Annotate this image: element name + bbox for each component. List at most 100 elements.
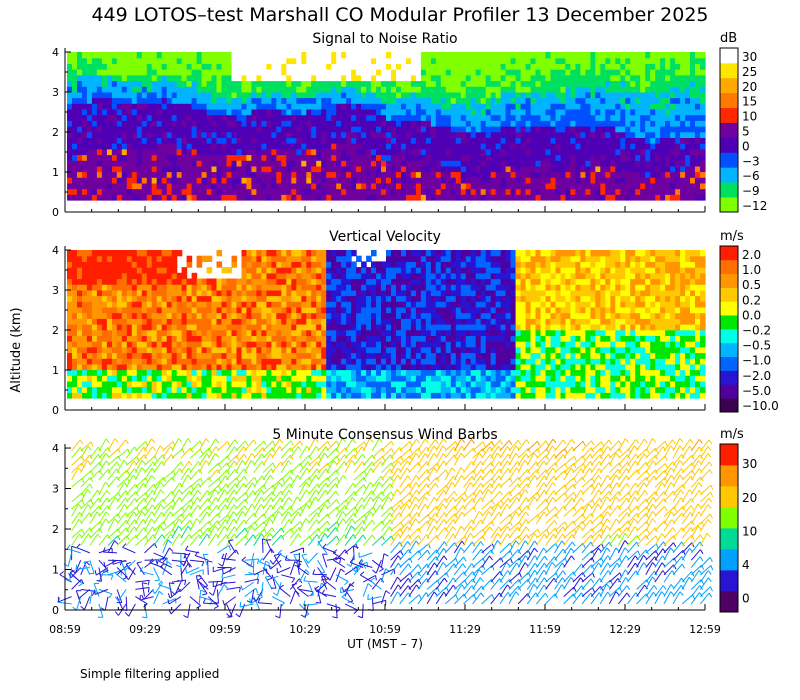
heatmap-cell [206,278,213,285]
heatmap-cell [685,148,691,156]
heatmap-cell [670,143,676,150]
heatmap-cell [700,103,706,110]
heatmap-cell [96,289,103,297]
heatmap-cell [296,363,302,371]
heatmap-cell [96,103,103,110]
heatmap-cell [670,91,676,99]
heatmap-cell [440,114,447,121]
heatmap-cell [231,97,238,104]
heatmap-cell [116,63,123,70]
heatmap-cell [106,369,113,376]
heatmap-cell [82,97,88,104]
heatmap-cell [515,80,522,87]
heatmap-cell [146,91,153,99]
heatmap-cell [371,57,377,64]
heatmap-cell [266,57,272,64]
heatmap-cell [266,194,272,201]
heatmap-cell [535,171,542,178]
heatmap-cell [356,352,362,359]
heatmap-cell [475,91,482,99]
heatmap-cell [291,177,297,184]
heatmap-cell [67,188,73,195]
heatmap-cell [331,171,337,178]
heatmap-cell [72,69,78,76]
heatmap-cell [216,358,223,365]
heatmap-cell [96,91,103,99]
heatmap-cell [455,148,462,156]
heatmap-cell [271,261,277,268]
heatmap-cell [256,386,262,393]
heatmap-cell [415,74,422,82]
heatmap-cell [480,182,487,190]
heatmap-cell [231,386,238,393]
heatmap-cell [410,63,417,70]
heatmap-cell [346,278,352,285]
heatmap-cell [91,261,98,268]
heatmap-cell [191,341,198,348]
heatmap-cell [246,312,252,319]
heatmap-cell [301,177,307,184]
heatmap-cell [530,69,537,76]
heatmap-cell [146,289,153,297]
heatmap-cell [650,103,656,110]
heatmap-cell [136,52,143,59]
heatmap-cell [695,182,701,190]
heatmap-cell [600,120,606,127]
heatmap-cell [77,108,83,116]
heatmap-cell [246,194,252,201]
heatmap-cell [266,358,272,365]
heatmap-cell [625,69,631,76]
heatmap-cell [77,329,83,336]
heatmap-cell [535,108,542,116]
heatmap-cell [311,154,317,161]
heatmap-cell [535,80,542,87]
heatmap-cell [555,80,562,87]
heatmap-cell [475,108,482,116]
heatmap-cell [131,63,138,70]
heatmap-cell [645,177,651,184]
heatmap-cell [430,148,437,156]
heatmap-cell [136,188,143,195]
heatmap-cell [136,329,143,336]
heatmap-cell [211,284,218,291]
heatmap-cell [201,160,208,167]
heatmap-cell [141,301,148,308]
heatmap-cell [156,114,163,121]
heatmap-cell [470,57,477,64]
heatmap-cell [106,386,113,393]
heatmap-cell [665,182,671,190]
heatmap-cell [306,261,312,268]
heatmap-cell [156,335,163,342]
heatmap-cell [246,86,252,93]
heatmap-cell [515,74,522,82]
heatmap-cell [161,250,168,257]
heatmap-cell [236,52,243,59]
heatmap-cell [211,335,218,342]
heatmap-cell [161,295,168,302]
heatmap-cell [156,267,163,274]
heatmap-cell [186,57,193,64]
heatmap-cell [465,91,472,99]
heatmap-cell [286,255,292,262]
heatmap-cell [166,108,173,116]
heatmap-cell [77,346,83,354]
heatmap-cell [91,312,98,319]
heatmap-cell [141,346,148,354]
heatmap-cell [201,103,208,110]
heatmap-cell [386,86,392,93]
heatmap-cell [166,74,173,82]
heatmap-cell [321,267,327,274]
heatmap-cell [445,154,452,161]
heatmap-cell [570,57,576,64]
heatmap-cell [685,91,691,99]
heatmap-cell [560,103,567,110]
heatmap-cell [236,346,243,354]
heatmap-cell [410,165,417,173]
heatmap-cell [116,97,123,104]
heatmap-cell [321,295,327,302]
heatmap-cell [221,165,228,173]
heatmap-cell [231,346,238,354]
heatmap-cell [595,177,601,184]
heatmap-cell [610,57,616,64]
heatmap-cell [116,74,123,82]
